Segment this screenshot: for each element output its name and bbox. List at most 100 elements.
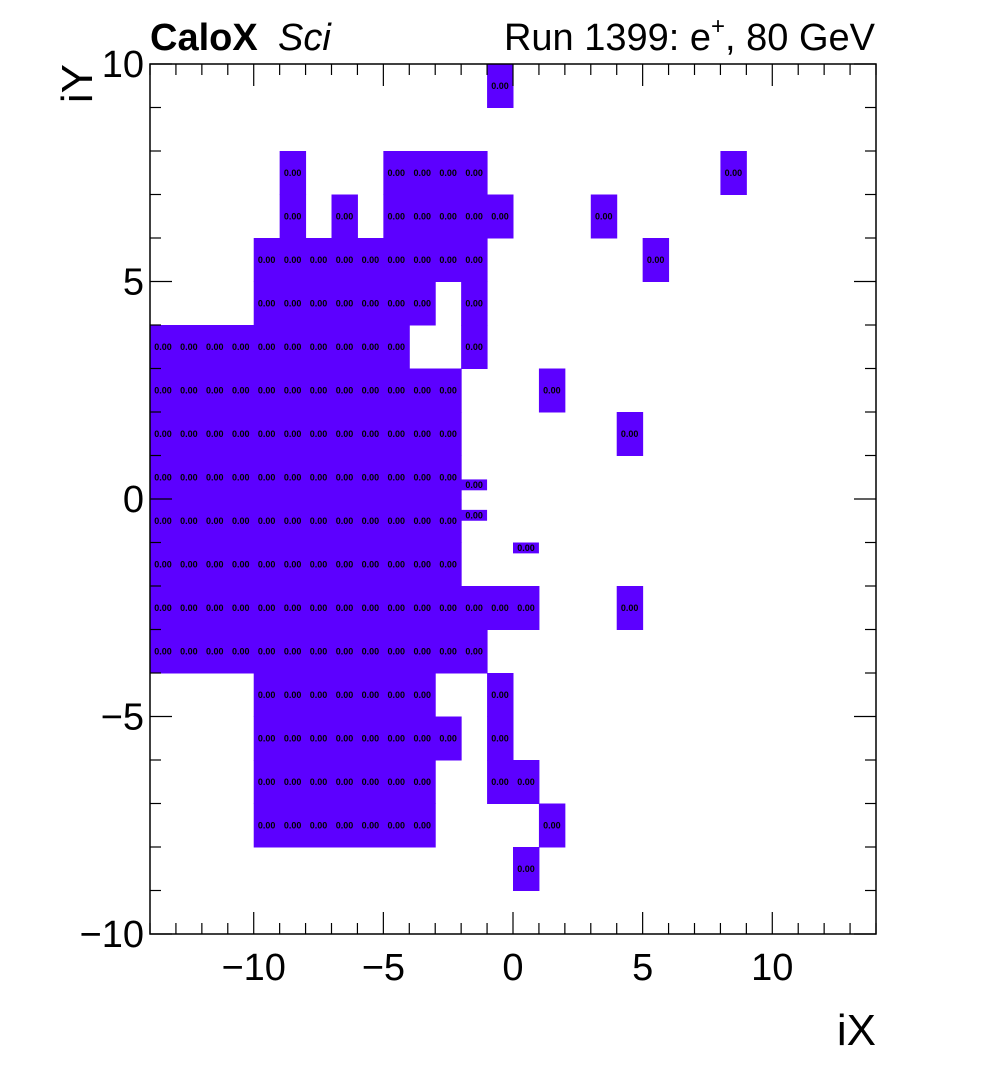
heatmap-cell — [227, 629, 255, 674]
cell-value-label: 0.00 — [232, 342, 250, 352]
cell-value-label: 0.00 — [284, 646, 302, 656]
heatmap-cell — [461, 151, 488, 195]
cell-value-label: 0.00 — [336, 733, 354, 743]
cell-value-label: 0.00 — [258, 255, 276, 265]
cell-value-label: 0.00 — [310, 690, 328, 700]
cell-value-label: 0.00 — [154, 472, 172, 482]
heatmap-partial-cell — [461, 479, 488, 491]
cell-value-label: 0.00 — [439, 516, 457, 526]
cell-value-label: 0.00 — [258, 429, 276, 439]
heatmap-cell — [409, 368, 436, 413]
cell-value-label: 0.00 — [465, 510, 483, 520]
cell-value-label: 0.00 — [310, 820, 328, 830]
cell-value-label: 0.00 — [413, 820, 431, 830]
cell-value-label: 0.00 — [180, 646, 198, 656]
heatmap-cell — [201, 499, 229, 543]
cell-value-label: 0.00 — [154, 516, 172, 526]
cell-value-label: 0.00 — [439, 559, 457, 569]
heatmap-cell — [201, 542, 229, 587]
heatmap-cell — [279, 499, 307, 543]
heatmap-cell — [357, 499, 384, 543]
heatmap-cell — [720, 151, 747, 195]
heatmap-cell — [513, 847, 540, 891]
heatmap-cell — [435, 629, 462, 674]
cell-value-label: 0.00 — [258, 603, 276, 613]
heatmap-cell — [409, 151, 436, 195]
cell-value-label: 0.00 — [362, 342, 380, 352]
heatmap-cell — [409, 412, 436, 456]
heatmap-cell — [227, 325, 255, 369]
tick-labels-layer: −10 −5 0 5 10 −10 −5 0 5 10 — [80, 44, 794, 989]
cell-value-label: 0.00 — [154, 342, 172, 352]
cell-value-label: 0.00 — [362, 516, 380, 526]
cell-value-label: 0.00 — [388, 646, 406, 656]
heatmap-cell — [357, 455, 384, 500]
cell-value-label: 0.00 — [465, 211, 483, 221]
cell-value-label: 0.00 — [284, 472, 302, 482]
cell-value-label: 0.00 — [206, 472, 224, 482]
cell-value-label: 0.00 — [388, 168, 406, 178]
heatmap-cell — [383, 499, 410, 543]
cell-value-label: 0.00 — [232, 385, 250, 395]
heatmap-cell — [201, 325, 229, 369]
cell-value-label: 0.00 — [517, 864, 535, 874]
heatmap-cell — [331, 499, 358, 543]
heatmap-cell — [279, 542, 307, 587]
heatmap-cell — [279, 673, 307, 717]
heatmap-cell — [357, 238, 384, 282]
heatmap-cell — [409, 716, 436, 761]
heatmap-cell — [383, 325, 410, 369]
cell-value-label: 0.00 — [284, 516, 302, 526]
cell-value-label: 0.00 — [206, 385, 224, 395]
heatmap-cell — [383, 542, 410, 587]
heatmap-cell — [279, 325, 307, 369]
cell-value-label: 0.00 — [388, 472, 406, 482]
heatmap-cell — [383, 803, 410, 848]
cell-value-label: 0.00 — [413, 690, 431, 700]
cell-value-label: 0.00 — [465, 168, 483, 178]
cell-value-label: 0.00 — [439, 255, 457, 265]
cell-value-label: 0.00 — [362, 559, 380, 569]
cell-value-label: 0.00 — [336, 342, 354, 352]
heatmap-cell — [331, 194, 358, 239]
heatmap-cell — [331, 542, 358, 587]
heatmap-cell — [461, 629, 488, 674]
cell-value-label: 0.00 — [543, 820, 561, 830]
cell-value-label: 0.00 — [154, 603, 172, 613]
heatmap-cell — [357, 325, 384, 369]
cell-value-label: 0.00 — [465, 298, 483, 308]
cell-value-label: 0.00 — [413, 211, 431, 221]
cell-value-label: 0.00 — [310, 559, 328, 569]
cell-value-label: 0.00 — [413, 603, 431, 613]
cell-value-label: 0.00 — [284, 211, 302, 221]
heatmap-cell — [357, 760, 384, 804]
heatmap-cell — [305, 716, 332, 761]
y-tick-label: −5 — [101, 697, 144, 739]
cell-value-label: 0.00 — [180, 385, 198, 395]
heatmap-cell — [461, 194, 488, 239]
heatmap-cell — [383, 368, 410, 413]
heatmap-cell — [279, 629, 307, 674]
heatmap-cell — [227, 586, 255, 630]
heatmap-cell — [253, 368, 281, 413]
cell-value-label: 0.00 — [284, 559, 302, 569]
heatmap-cell — [513, 760, 540, 804]
heatmap-cell — [487, 716, 514, 761]
cell-value-label: 0.00 — [284, 733, 302, 743]
cell-labels-layer: 0.00 0.00 0.00 0.00 0.00 0.00 0.00 0.00 0.00 0.00… — [154, 81, 742, 874]
heatmap-cell — [616, 412, 644, 456]
y-tick-label: −10 — [80, 914, 144, 956]
cell-value-label: 0.00 — [465, 603, 483, 613]
heatmap-cell — [150, 455, 177, 500]
cell-value-label: 0.00 — [491, 777, 509, 787]
heatmap-cell — [227, 542, 255, 587]
heatmap-cell — [383, 673, 410, 717]
x-tick-label: 10 — [751, 947, 793, 989]
heatmap-cell — [487, 194, 514, 239]
cell-value-label: 0.00 — [517, 603, 535, 613]
cell-value-label: 0.00 — [491, 603, 509, 613]
heatmap-cell — [409, 586, 436, 630]
cell-value-label: 0.00 — [362, 472, 380, 482]
heatmap-cell — [150, 629, 177, 674]
heatmap-cell — [357, 803, 384, 848]
